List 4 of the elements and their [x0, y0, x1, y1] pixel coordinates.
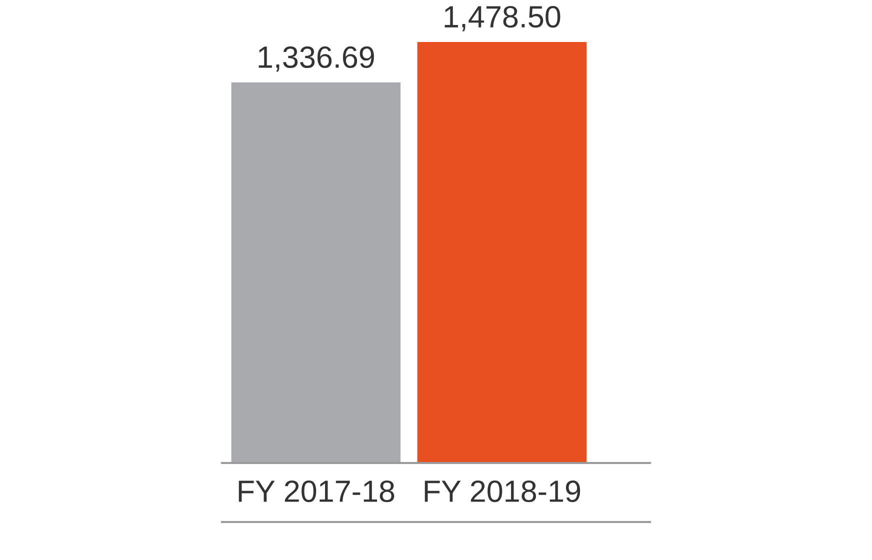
x-tick-label: FY 2017-18 — [238, 480, 394, 502]
data-label: 1,336.69 — [258, 46, 374, 72]
data-label: 1,478.50 — [444, 6, 560, 32]
x-tick-label: FY 2018-19 — [424, 480, 580, 502]
